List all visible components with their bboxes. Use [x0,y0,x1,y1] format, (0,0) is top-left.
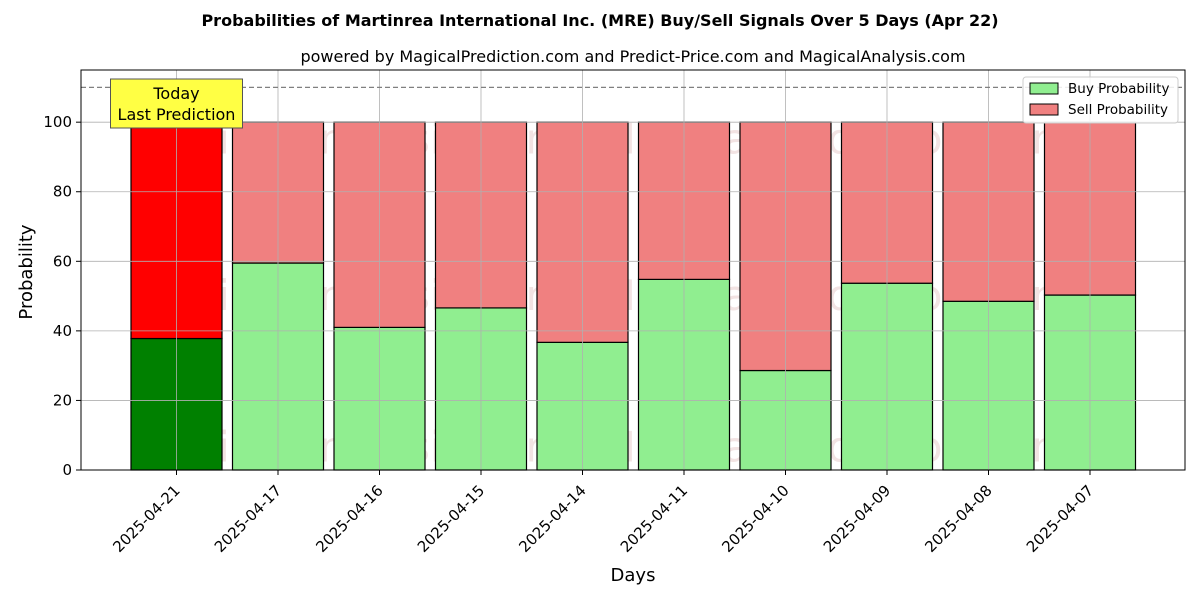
x-tick-label: 2025-04-11 [617,482,691,556]
x-tick-label: 2025-04-09 [820,482,894,556]
annotation-box [110,78,243,129]
chart-title: Probabilities of Martinrea International… [201,11,998,30]
x-tick-label: 2025-04-07 [1023,482,1097,556]
y-tick-label: 40 [53,322,72,340]
x-tick-label: 2025-04-15 [414,482,488,556]
legend-label: Sell Probability [1068,102,1168,118]
x-tick-label: 2025-04-14 [515,482,589,556]
x-tick-label: 2025-04-10 [718,482,792,556]
legend-frame [1022,76,1179,124]
y-axis-label: Probability [16,224,37,319]
y-tick-label: 0 [62,461,72,479]
legend-swatch [1029,82,1059,95]
x-tick-label: 2025-04-17 [211,482,285,556]
y-tick-label: 80 [53,183,72,201]
x-tick-label: 2025-04-08 [921,482,995,556]
x-tick-label: 2025-04-21 [109,482,183,556]
y-tick-label: 20 [53,391,72,409]
legend-label: Buy Probability [1068,81,1169,97]
legend: Buy Probability Sell Probability [1022,76,1179,124]
x-tick-label: 2025-04-16 [312,482,386,556]
x-axis-label: Days [611,565,656,586]
y-tick-label: 100 [43,113,72,131]
legend-swatch [1029,103,1059,116]
annotation-text: Today [152,84,199,103]
y-tick-label: 60 [53,252,72,270]
chart-subtitle: powered by MagicalPrediction.com and Pre… [300,47,965,66]
annotation-text: Last Prediction [118,105,236,124]
plot-frame [80,69,1186,471]
